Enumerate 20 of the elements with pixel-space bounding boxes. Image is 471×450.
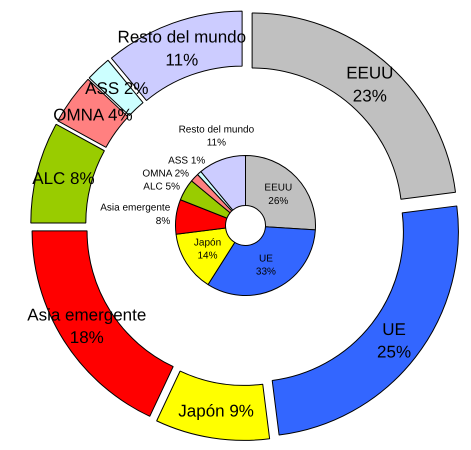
data-label: 14%: [198, 250, 218, 262]
slice-label: UE: [258, 253, 274, 264]
data-label: 8%: [156, 216, 170, 227]
slice-label: Asia emergente: [100, 202, 171, 214]
data-label: 18%: [70, 328, 104, 348]
data-label: 11%: [165, 50, 198, 70]
data-label: 11%: [206, 138, 226, 149]
slice-label: Japón: [194, 238, 222, 249]
category-label: EEUU: [346, 64, 394, 83]
data-label: 26%: [268, 196, 288, 207]
slice-label: OMNA 2%: [142, 168, 190, 180]
data-label: 23%: [352, 86, 387, 106]
slice-label: Resto del mundo: [178, 124, 255, 136]
category-label: Japón 9%: [178, 402, 254, 421]
data-label: 25%: [377, 342, 412, 362]
slice-label: ALC 5%: [143, 181, 180, 192]
category-label: UE: [382, 320, 406, 339]
slice-label: EEUU: [264, 182, 292, 194]
data-label: 33%: [256, 266, 276, 278]
slice-label: ASS 1%: [168, 155, 206, 166]
